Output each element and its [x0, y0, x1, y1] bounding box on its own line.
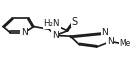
- Text: S: S: [71, 17, 78, 27]
- Text: N: N: [107, 37, 114, 46]
- Text: N: N: [102, 28, 108, 37]
- Text: H₂N: H₂N: [43, 19, 60, 28]
- Text: N: N: [21, 28, 27, 37]
- Text: Me: Me: [119, 39, 131, 48]
- Text: N: N: [52, 31, 59, 40]
